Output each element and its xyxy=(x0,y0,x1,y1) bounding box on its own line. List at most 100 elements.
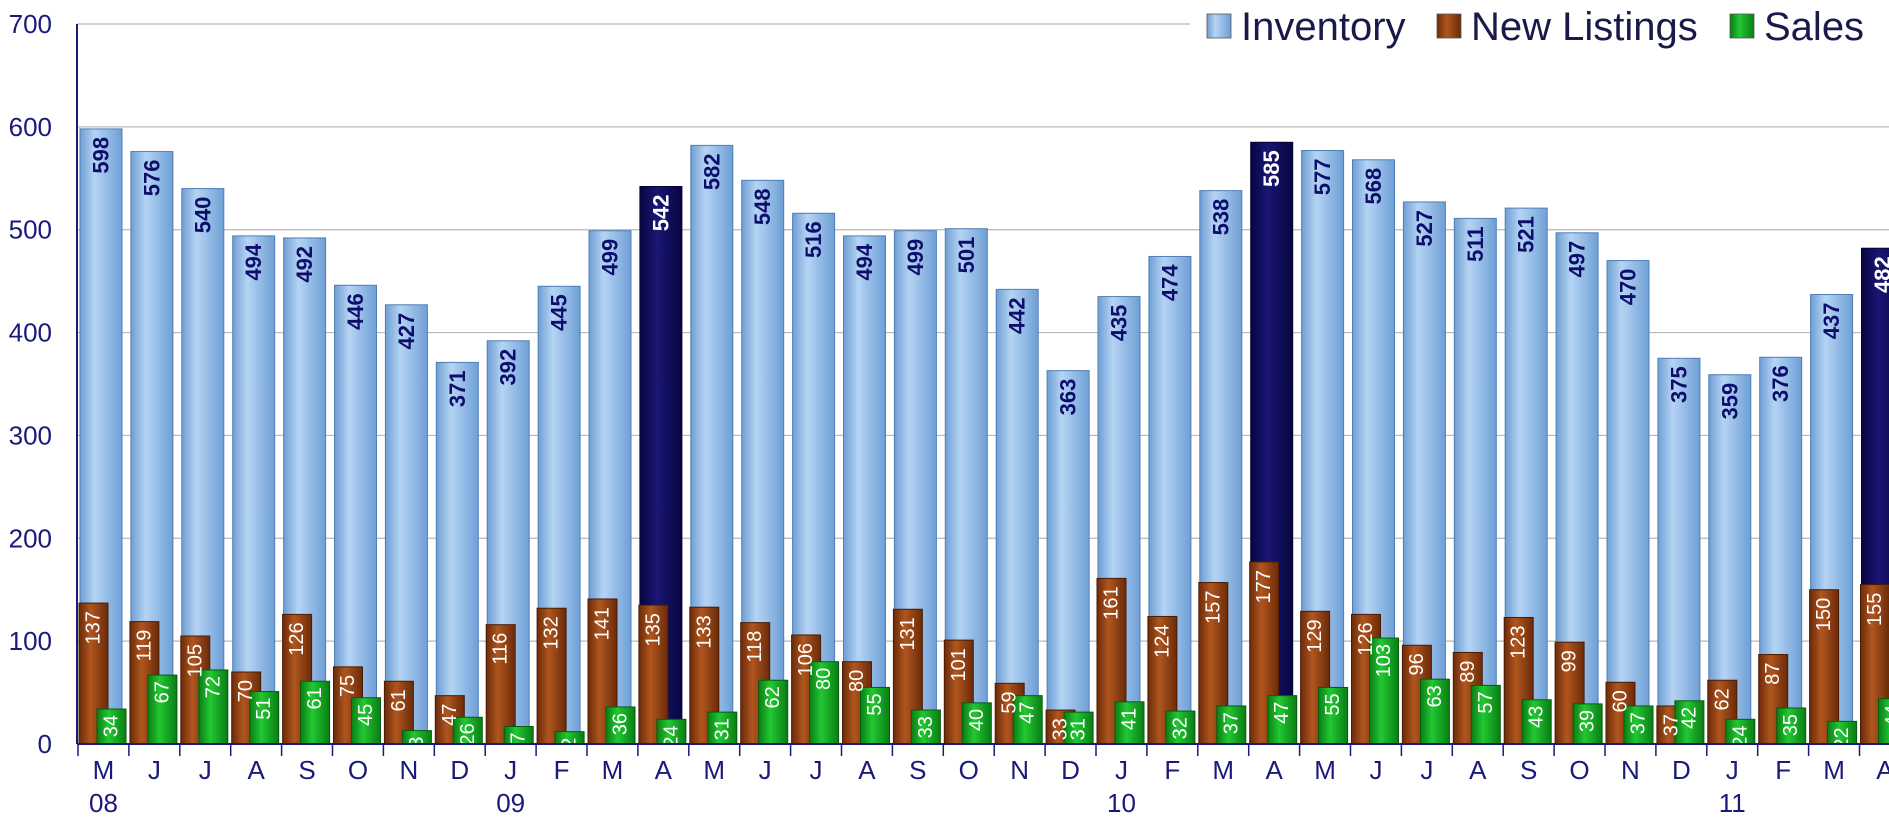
legend: Inventory New Listings Sales xyxy=(1190,0,1889,49)
x-tick-label: N xyxy=(1621,755,1640,785)
x-tick-label: M xyxy=(1212,755,1234,785)
inventory-data-label: 470 xyxy=(1616,269,1641,306)
sales-bar xyxy=(1369,637,1399,745)
y-tick-label: 500 xyxy=(9,215,52,245)
inventory-bar xyxy=(384,304,428,745)
new-listings-data-label: 37 xyxy=(1660,714,1682,736)
x-year-label: 08 xyxy=(89,788,118,818)
legend-label: Sales xyxy=(1764,5,1864,49)
sales-data-label: 47 xyxy=(1017,702,1039,724)
new-listings-bar xyxy=(536,607,567,745)
new-listings-data-label: 150 xyxy=(1813,598,1835,631)
sales-bar xyxy=(96,708,127,745)
new-listings-data-label: 157 xyxy=(1202,591,1224,624)
sales-bar xyxy=(452,716,483,745)
sales-bar xyxy=(605,706,636,745)
inventory-bar xyxy=(1046,370,1090,745)
sales-data-label: 31 xyxy=(711,718,733,740)
sales-bar xyxy=(860,686,890,745)
x-tick-label: S xyxy=(1520,755,1537,785)
x-year-label: 09 xyxy=(496,788,525,818)
sales-data-label: 55 xyxy=(1322,693,1344,715)
sales-data-label: 61 xyxy=(304,687,326,709)
x-tick-label: J xyxy=(1420,755,1433,785)
x-tick-label: J xyxy=(199,755,212,785)
inventory-data-label: 582 xyxy=(699,153,724,190)
inventory-data-label: 494 xyxy=(241,243,266,280)
sales-bar xyxy=(1318,686,1349,745)
inventory-bar xyxy=(843,235,886,745)
new-listings-data-label: 47 xyxy=(439,704,461,726)
x-tick-label: F xyxy=(554,755,570,785)
inventory-data-label: 392 xyxy=(496,349,521,386)
y-tick-label: 0 xyxy=(38,729,52,759)
new-listings-data-label: 70 xyxy=(235,680,257,702)
inventory-data-label: 540 xyxy=(190,197,215,234)
inventory-data-label: 577 xyxy=(1310,159,1335,196)
inventory-data-label: 585 xyxy=(1259,150,1284,187)
inventory-data-label: 427 xyxy=(394,313,419,350)
x-tick-label: O xyxy=(959,755,979,785)
x-tick-label: A xyxy=(247,755,265,785)
sales-bar xyxy=(1419,678,1450,745)
new-listings-data-label: 131 xyxy=(897,617,919,650)
sales-data-label: 63 xyxy=(1424,685,1446,707)
new-listings-data-label: 96 xyxy=(1406,653,1428,675)
inventory-data-label: 576 xyxy=(139,160,164,197)
x-tick-label: D xyxy=(1672,755,1691,785)
y-tick-label: 100 xyxy=(9,626,52,656)
x-tick-label: A xyxy=(1876,755,1889,785)
sales-data-label: 24 xyxy=(660,725,682,747)
new-listings-data-label: 101 xyxy=(948,648,970,681)
x-tick-label: F xyxy=(1775,755,1791,785)
inventory-data-label: 499 xyxy=(903,239,928,276)
inventory-bar xyxy=(1657,357,1701,745)
sales-bar xyxy=(147,674,178,745)
sales-bar xyxy=(809,661,840,745)
sales-data-label: 80 xyxy=(813,668,835,690)
sales-data-label: 44 xyxy=(1882,705,1889,727)
inventory-bar xyxy=(232,235,276,745)
sales-data-label: 37 xyxy=(1220,712,1242,734)
x-tick-label: D xyxy=(1061,755,1080,785)
x-tick-label: J xyxy=(1726,755,1739,785)
new-listings-data-label: 155 xyxy=(1864,593,1886,626)
inventory-data-label: 538 xyxy=(1208,199,1233,236)
legend-swatch xyxy=(1206,13,1232,39)
x-tick-label: J xyxy=(148,755,161,785)
x-tick-label: A xyxy=(1469,755,1487,785)
sales-data-label: 39 xyxy=(1577,710,1599,732)
new-listings-data-label: 75 xyxy=(337,675,359,697)
sales-bar xyxy=(1623,705,1654,745)
x-tick-label: F xyxy=(1164,755,1180,785)
sales-data-label: 55 xyxy=(864,693,886,715)
sales-bar xyxy=(758,679,789,745)
bars xyxy=(78,128,1889,745)
new-listings-data-label: 106 xyxy=(795,643,817,676)
x-tick-label: J xyxy=(810,755,823,785)
inventory-data-label: 375 xyxy=(1666,366,1691,403)
inventory-data-label: 376 xyxy=(1768,365,1793,402)
sales-data-label: 41 xyxy=(1119,708,1141,730)
inventory-data-label: 521 xyxy=(1514,216,1539,253)
x-tick-label: N xyxy=(1010,755,1029,785)
sales-data-label: 42 xyxy=(1678,707,1700,729)
sales-data-label: 34 xyxy=(101,715,123,737)
inventory-data-label: 568 xyxy=(1361,168,1386,205)
new-listings-data-label: 177 xyxy=(1253,570,1275,603)
sales-data-label: 13 xyxy=(406,737,428,759)
x-tick-label: M xyxy=(93,755,115,785)
inventory-data-label: 494 xyxy=(852,243,877,280)
new-listings-data-label: 129 xyxy=(1304,619,1326,652)
y-tick-label: 200 xyxy=(9,523,52,553)
x-tick-label: O xyxy=(348,755,368,785)
inventory-bar xyxy=(435,361,479,745)
new-listings-data-label: 161 xyxy=(1101,586,1123,619)
inventory-data-label: 474 xyxy=(1157,264,1182,301)
y-tick-label: 600 xyxy=(9,112,52,142)
sales-data-label: 51 xyxy=(253,698,275,720)
sales-bar xyxy=(249,691,280,745)
sales-bar xyxy=(1572,703,1603,745)
sales-data-label: 40 xyxy=(966,709,988,731)
